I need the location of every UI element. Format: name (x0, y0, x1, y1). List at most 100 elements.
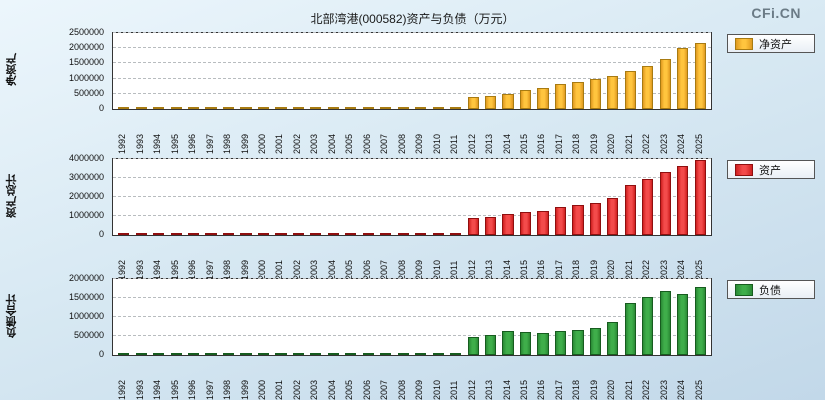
x-tick-label: 2017 (553, 133, 564, 154)
gridline (113, 177, 711, 178)
x-tick-label: 1994 (152, 379, 163, 400)
x-axis-tick-labels: 1992 1993 1994 1995 1996 1997 1998 1999 2000 2001… (112, 236, 710, 280)
x-tick-label: 2007 (379, 259, 390, 280)
bar-slot (639, 33, 656, 109)
gridline (113, 158, 711, 159)
x-tick-label: 2010 (431, 133, 442, 154)
bar-slot (569, 279, 586, 355)
legend: 净资产 (727, 34, 815, 53)
bar (642, 65, 654, 109)
y-axis-tick-labels: 0 1000000 2000000 3000000 4000000 (22, 153, 110, 239)
bar-slot (674, 279, 691, 355)
bar-slot (534, 33, 551, 109)
bar (432, 107, 444, 109)
x-tick-slot: 1999 (236, 110, 253, 154)
page-title: 北部湾港(000582)资产与负债（万元） (310, 12, 515, 26)
x-tick-slot: 1996 (184, 356, 201, 400)
bar-slot (202, 279, 219, 355)
x-tick-slot: 2003 (306, 110, 323, 154)
gridline (113, 335, 711, 336)
x-tick-slot: 1992 (114, 110, 131, 154)
y-tick-label: 3000000 (68, 172, 104, 182)
bar (624, 303, 636, 355)
bar-slot (499, 279, 516, 355)
legend: 资产 (727, 160, 815, 179)
bar-slot (307, 279, 324, 355)
bar-slot (255, 33, 272, 109)
x-tick-label: 2023 (658, 133, 669, 154)
x-tick-label: 2021 (623, 379, 634, 400)
x-tick-slot: 2004 (324, 356, 341, 400)
bar-slot (552, 279, 569, 355)
bar-slot (150, 279, 167, 355)
gridline (113, 77, 711, 79)
x-tick-slot: 2011 (446, 110, 463, 154)
bar-slot (569, 159, 586, 235)
bar (432, 233, 444, 235)
x-tick-label: 2019 (588, 379, 599, 400)
bar (432, 353, 444, 355)
bar (467, 96, 479, 109)
x-tick-slot: 2014 (498, 236, 515, 280)
bar (659, 59, 671, 109)
y-tick-label: 0 (98, 349, 104, 359)
bar (118, 107, 130, 109)
x-tick-slot: 1998 (219, 110, 236, 154)
x-tick-slot: 2022 (638, 236, 655, 280)
bar (327, 107, 339, 109)
x-tick-label: 1994 (152, 259, 163, 280)
chart-row-total-assets: 资产总计 0 1000000 2000000 3000000 4000000 1992 1… (0, 153, 825, 282)
x-tick-label: 1995 (169, 379, 180, 400)
bar-slot (325, 279, 342, 355)
watermark-logo: CFi.CN (751, 5, 801, 21)
x-tick-label: 1992 (117, 259, 128, 280)
bar-slot (587, 159, 604, 235)
x-tick-label: 2003 (309, 379, 320, 400)
x-tick-label: 2015 (519, 133, 530, 154)
bar (589, 78, 601, 109)
x-tick-label: 2004 (326, 379, 337, 400)
x-tick-label: 2011 (449, 134, 460, 154)
bar (484, 95, 497, 109)
bar (642, 178, 654, 235)
x-tick-slot: 1998 (219, 356, 236, 400)
x-tick-label: 2009 (414, 379, 425, 400)
x-tick-slot: 2004 (324, 236, 341, 280)
bar (484, 334, 497, 355)
x-tick-label: 2024 (676, 259, 687, 280)
bar-slot (167, 159, 184, 235)
x-tick-label: 2003 (309, 259, 320, 280)
x-tick-slot: 2000 (254, 110, 271, 154)
x-tick-slot: 1996 (184, 236, 201, 280)
bar-slot (342, 279, 359, 355)
bar (118, 233, 130, 235)
bar (502, 94, 514, 109)
x-tick-label: 1998 (222, 133, 233, 154)
y-tick-label: 1500000 (68, 292, 104, 302)
x-tick-label: 2001 (274, 259, 285, 280)
y-tick-label: 1000000 (68, 210, 104, 220)
bars (113, 159, 711, 235)
bar-slot (622, 279, 639, 355)
bar-slot (657, 159, 674, 235)
gridline (113, 278, 711, 279)
x-tick-label: 2018 (571, 259, 582, 280)
x-tick-label: 2025 (693, 133, 704, 154)
bar (153, 107, 165, 109)
x-tick-slot: 2009 (411, 110, 428, 154)
bar-slot (691, 33, 708, 109)
bar (362, 233, 374, 235)
x-tick-label: 2017 (553, 259, 564, 280)
bar-slot (464, 279, 481, 355)
bar (205, 353, 217, 355)
bar-slot (412, 279, 429, 355)
chart-row-net-assets: 净资产 0 500000 1000000 1500000 2000000 2500000 … (0, 27, 825, 156)
bar (345, 233, 357, 235)
x-tick-label: 2018 (571, 133, 582, 154)
x-tick-slot: 1995 (166, 110, 183, 154)
bar (467, 337, 479, 355)
x-tick-label: 2011 (449, 260, 460, 280)
bar (170, 107, 182, 109)
x-tick-label: 2003 (309, 133, 320, 154)
